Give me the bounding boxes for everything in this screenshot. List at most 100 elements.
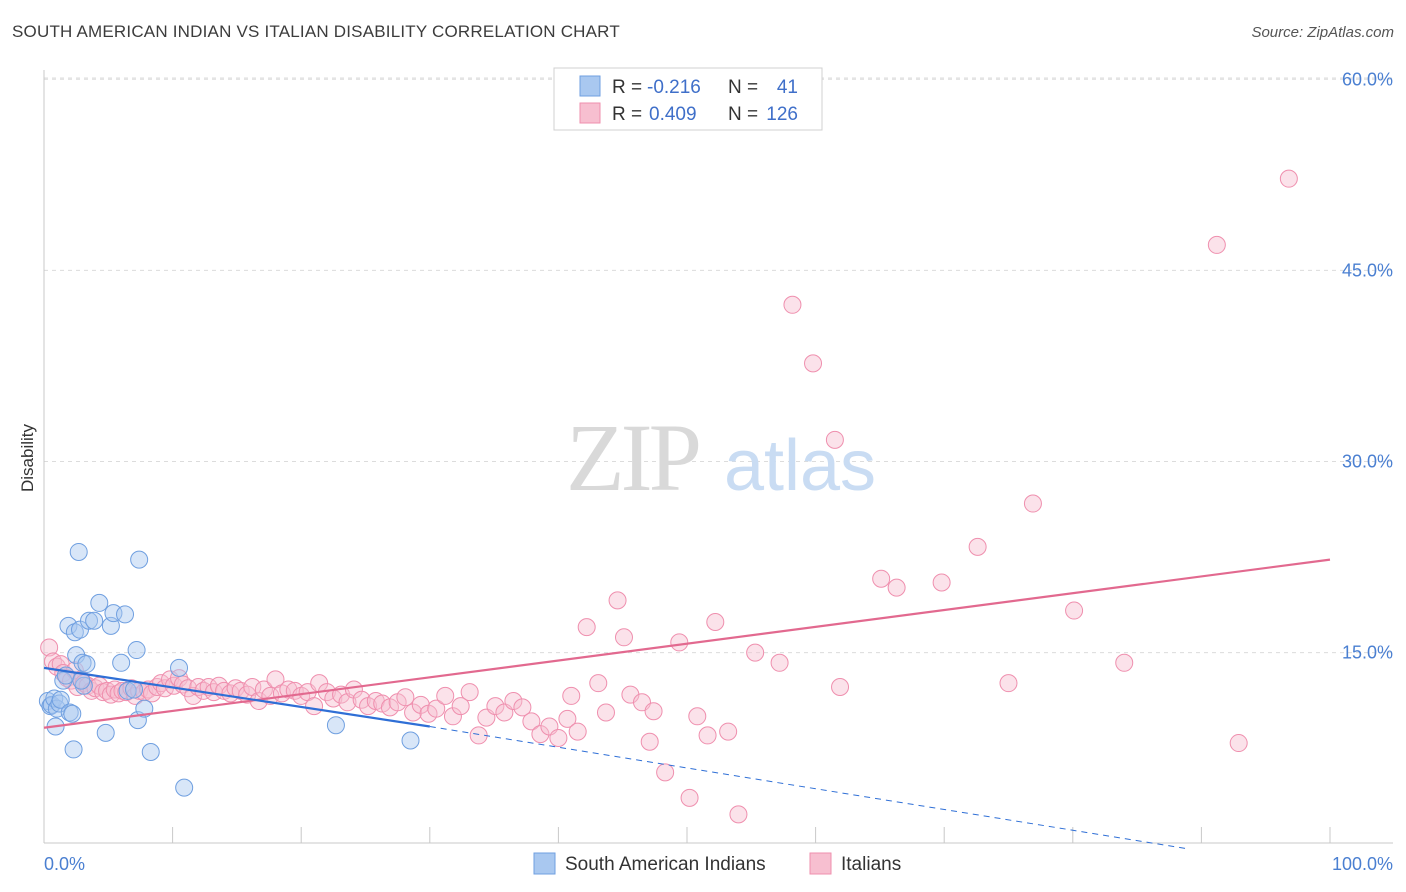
italians-point (1115, 653, 1134, 672)
italians-point (305, 697, 324, 716)
italians-point (783, 295, 802, 314)
south-american-indians-point (45, 689, 64, 708)
italians-point (396, 688, 415, 707)
italians-point (614, 628, 633, 647)
south-american-indians-point (54, 671, 73, 690)
italians-point (451, 697, 470, 716)
italians-point (504, 692, 523, 711)
legend-n-label-pink: N = (728, 104, 758, 125)
south-american-indians-point (63, 704, 82, 723)
south-american-indians-point (59, 616, 78, 635)
italians-point (640, 732, 659, 751)
legend-n-label-blue: N = (728, 77, 758, 98)
italians-point (531, 725, 550, 744)
south-american-indians-trend-line (43, 666, 430, 728)
south-american-indians-point (72, 671, 91, 690)
south-american-indians-point (326, 716, 345, 735)
south-american-indians-point (125, 680, 144, 699)
south-american-indians-points (38, 542, 420, 797)
italians-point (568, 722, 587, 741)
italians-trend-line (43, 558, 1331, 729)
y-tick-label: 30.0% (1342, 452, 1393, 472)
italians-point (831, 677, 850, 696)
south-american-indians-point (80, 611, 99, 630)
south-american-indians-point (130, 550, 149, 569)
italians-point (549, 728, 568, 747)
italians-point (680, 788, 699, 807)
italians-point (589, 674, 608, 693)
south-american-indians-trend-extension (429, 725, 1187, 849)
italians-point (804, 354, 823, 373)
italians-point (562, 686, 581, 705)
italians-point (825, 430, 844, 449)
series-swatch-south-american-indians (533, 852, 556, 875)
italians-point (261, 686, 280, 705)
axes (43, 70, 1393, 844)
italians-point (1207, 235, 1226, 254)
south-american-indians-point (141, 742, 160, 761)
series-label-south-american-indians: South American Indians (565, 854, 766, 875)
series-legend: South American Indians Italians (533, 852, 901, 875)
italians-point (436, 686, 455, 705)
italians-point (344, 680, 363, 699)
italians-point (872, 569, 891, 588)
italians-point (427, 699, 446, 718)
italians-point (352, 690, 371, 709)
legend-r-value-pink: 0.409 (649, 104, 697, 125)
italians-point (522, 712, 541, 731)
italians-point (932, 573, 951, 592)
italians-point (1023, 494, 1042, 513)
south-american-indians-point (104, 604, 123, 623)
legend-n-value-pink: 126 (766, 104, 798, 125)
legend-n-value-blue: 41 (777, 77, 798, 98)
trend-lines (43, 558, 1331, 849)
italians-point (698, 726, 717, 745)
italians-point (577, 618, 596, 637)
y-axis-title: Disability (18, 423, 37, 492)
italians-point (40, 638, 59, 657)
south-american-indians-point (135, 699, 154, 718)
legend-swatch-pink (579, 102, 601, 124)
south-american-indians-point (175, 778, 194, 797)
legend-r-label-blue: R = (612, 77, 642, 98)
italians-point (999, 674, 1018, 693)
italians-point (1279, 169, 1298, 188)
south-american-indians-point (127, 641, 146, 660)
y-tick-labels: 15.0% 30.0% 45.0% 60.0% (1342, 69, 1393, 662)
south-american-indians-point (85, 611, 104, 630)
series-label-italians: Italians (841, 854, 901, 875)
x-tick-label-min: 0.0% (44, 854, 85, 874)
south-american-indians-point (401, 731, 420, 750)
italians-point (404, 703, 423, 722)
south-american-indians-point (65, 623, 84, 642)
italians-point (460, 683, 479, 702)
south-american-indians-point (170, 658, 189, 677)
legend-r-value-blue: -0.216 (647, 77, 701, 98)
italians-point (558, 709, 577, 728)
italians-point (770, 653, 789, 672)
south-american-indians-point (77, 655, 96, 674)
y-tick-label: 45.0% (1342, 260, 1393, 280)
south-american-indians-point (74, 676, 93, 695)
italians-point (1229, 734, 1248, 753)
legend-box: R = -0.216 N = 41 R = 0.409 N = 126 (553, 67, 823, 131)
italians-point (656, 763, 675, 782)
x-axis-ticks (43, 827, 1331, 843)
italians-point (746, 643, 765, 662)
y-tick-label: 15.0% (1342, 643, 1393, 663)
italians-point (608, 591, 627, 610)
south-american-indians-point (69, 542, 88, 561)
watermark: ZIP atlas (566, 404, 876, 511)
watermark-atlas: atlas (724, 426, 876, 506)
italians-point (486, 697, 505, 716)
italians-point (706, 613, 725, 632)
south-american-indians-point (96, 723, 115, 742)
italians-point (596, 703, 615, 722)
south-american-indians-point (67, 646, 86, 665)
watermark-zip: ZIP (566, 404, 699, 511)
x-tick-label-max: 100.0% (1332, 854, 1393, 874)
series-swatch-italians (809, 852, 832, 875)
italians-point (513, 698, 532, 717)
italians-point (887, 578, 906, 597)
italians-point (1065, 601, 1084, 620)
